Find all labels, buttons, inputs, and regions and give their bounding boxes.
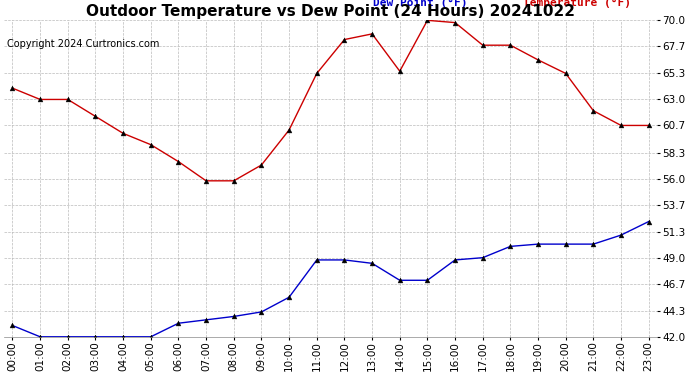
Text: Copyright 2024 Curtronics.com: Copyright 2024 Curtronics.com [7,39,159,50]
Text: Dew Point (°F): Dew Point (°F) [373,0,468,8]
Title: Outdoor Temperature vs Dew Point (24 Hours) 20241022: Outdoor Temperature vs Dew Point (24 Hou… [86,4,575,19]
Text: Temperature (°F): Temperature (°F) [523,0,631,8]
